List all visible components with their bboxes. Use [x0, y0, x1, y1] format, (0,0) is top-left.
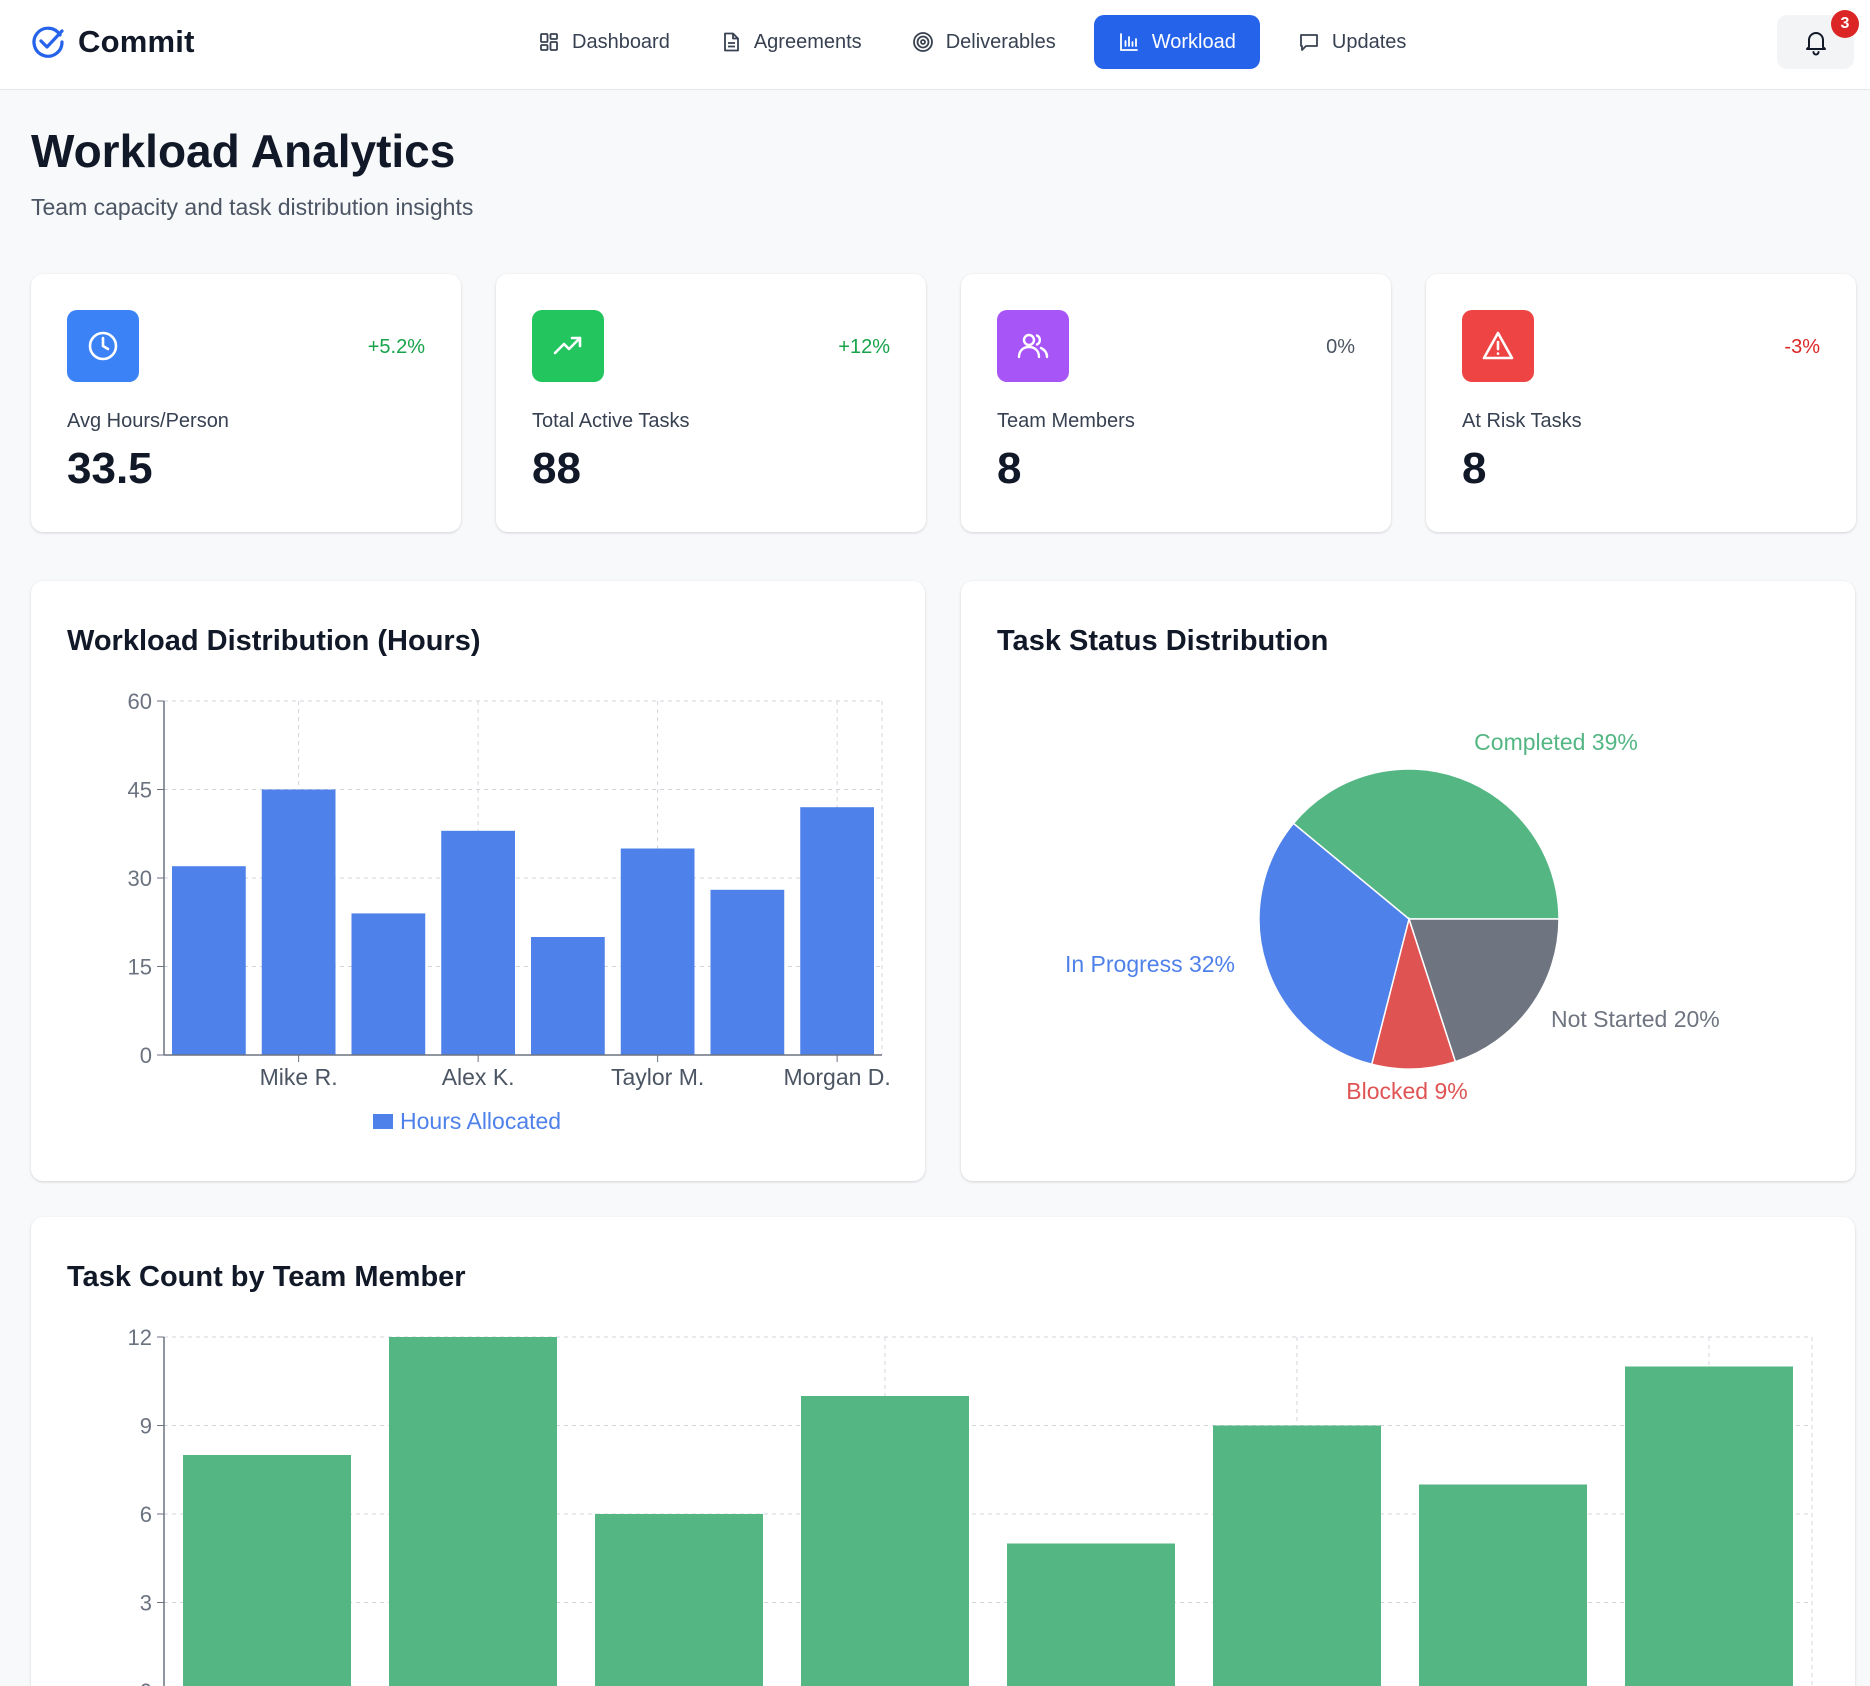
page-subtitle: Team capacity and task distribution insi…	[31, 194, 474, 220]
stat-change: -3%	[1784, 336, 1820, 358]
bar	[1007, 1543, 1175, 1686]
bar	[261, 789, 336, 1055]
task-count-card: Task Count by Team Member 0 3 6 9 12	[31, 1217, 1855, 1686]
notification-count-badge: 3	[1831, 10, 1859, 38]
chart-title: Task Status Distribution	[997, 625, 1329, 657]
y-tick-label: 15	[128, 955, 152, 980]
target-icon	[912, 32, 933, 52]
stat-icon-box	[532, 310, 604, 382]
stat-change: +5.2%	[367, 336, 425, 358]
y-tick-label: 9	[140, 1414, 152, 1439]
task-count-bar-chart: 0 3 6 9 12	[128, 1325, 1813, 1686]
legend-label: Hours Allocated	[400, 1108, 561, 1134]
message-icon	[1299, 34, 1318, 51]
y-tick-label: 3	[140, 1591, 152, 1616]
x-tick-label: Morgan D.	[783, 1064, 890, 1090]
document-icon	[723, 32, 739, 52]
alert-triangle-icon	[1482, 331, 1514, 360]
nav-label: Dashboard	[572, 30, 670, 53]
y-tick-label: 60	[128, 689, 152, 714]
bar	[1213, 1425, 1381, 1686]
chart-title: Workload Distribution (Hours)	[67, 625, 481, 657]
bar	[351, 913, 426, 1055]
chart-title: Task Count by Team Member	[67, 1261, 466, 1293]
pie-slice	[1258, 822, 1410, 1066]
stat-card-active-tasks: +12% Total Active Tasks 88	[496, 274, 926, 532]
stat-icon-box	[997, 310, 1069, 382]
bar	[531, 937, 605, 1055]
y-tick-label: 0	[140, 1679, 152, 1686]
bar	[1419, 1484, 1587, 1686]
stat-value: 33.5	[67, 444, 153, 493]
task-status-card: Task Status Distribution Completed 39% No…	[961, 581, 1855, 1181]
pie-slice	[1407, 918, 1560, 1063]
stat-value: 88	[532, 444, 581, 493]
bar	[801, 1396, 969, 1686]
pie-slice	[1370, 916, 1457, 1070]
bar	[620, 848, 695, 1055]
y-tick-label: 45	[128, 778, 152, 803]
stat-value: 8	[997, 444, 1022, 493]
x-tick-label: Taylor M.	[611, 1064, 704, 1090]
workload-bar-chart: 0 15 30 45 60 Mike R. Alex K. Taylor M. Morgan D…	[128, 689, 891, 1134]
stat-label: Team Members	[997, 410, 1135, 432]
users-icon	[1017, 333, 1049, 359]
clock-icon	[88, 331, 118, 361]
x-tick-label: Mike R.	[260, 1064, 338, 1090]
stat-label: Avg Hours/Person	[67, 410, 229, 432]
y-tick-label: 6	[140, 1502, 152, 1527]
bell-icon	[1805, 32, 1826, 56]
page-title: Workload Analytics	[31, 125, 456, 177]
stat-change: 0%	[1326, 336, 1355, 358]
legend-swatch	[373, 1114, 393, 1129]
slice-label: In Progress 32%	[1065, 951, 1235, 977]
main-nav: Dashboard Agreements Deliverables Worklo…	[526, 15, 1418, 69]
nav-label: Agreements	[753, 30, 862, 53]
bar	[389, 1337, 557, 1686]
nav-workload[interactable]: Workload	[1093, 15, 1260, 69]
y-tick-label: 30	[128, 866, 152, 891]
app-name: Commit	[78, 24, 195, 59]
nav-label: Workload	[1151, 30, 1236, 53]
dashboard-icon	[540, 33, 558, 51]
nav-deliverables[interactable]: Deliverables	[900, 15, 1068, 69]
bar	[441, 830, 515, 1055]
bar	[1625, 1366, 1793, 1686]
stat-label: At Risk Tasks	[1462, 410, 1582, 432]
slice-label: Not Started 20%	[1551, 1006, 1720, 1032]
bar	[710, 889, 785, 1055]
nav-label: Deliverables	[945, 30, 1056, 53]
top-navigation-bar: Commit Dashboard Agreements Deliverables	[0, 0, 1870, 90]
bar-chart-icon	[1119, 33, 1138, 51]
slice-label: Blocked 9%	[1346, 1078, 1467, 1104]
stat-card-at-risk: -3% At Risk Tasks 8	[1426, 274, 1856, 532]
bar	[183, 1455, 351, 1686]
app-logo[interactable]: Commit	[30, 24, 195, 60]
nav-dashboard[interactable]: Dashboard	[526, 15, 682, 69]
pie-slice	[1292, 768, 1560, 920]
y-tick-label: 0	[140, 1043, 152, 1068]
bar	[800, 807, 874, 1055]
bar	[595, 1514, 763, 1686]
task-status-pie-chart: Completed 39% Not Started 20% Blocked 9% In…	[1065, 729, 1720, 1104]
stat-label: Total Active Tasks	[532, 410, 690, 432]
bar	[172, 866, 246, 1055]
stat-card-avg-hours: +5.2% Avg Hours/Person 33.5	[31, 274, 461, 532]
check-circle-icon	[32, 26, 64, 58]
stat-icon-box	[1462, 310, 1534, 382]
stat-value: 8	[1462, 444, 1487, 493]
stat-change: +12%	[838, 336, 890, 358]
trending-up-icon	[553, 336, 582, 355]
stat-icon-box	[67, 310, 139, 382]
x-tick-label: Alex K.	[442, 1064, 515, 1090]
nav-label: Updates	[1331, 30, 1407, 53]
slice-label: Completed 39%	[1474, 729, 1638, 755]
nav-updates[interactable]: Updates	[1286, 15, 1419, 69]
stat-card-team-members: 0% Team Members 8	[961, 274, 1391, 532]
workload-distribution-card: Workload Distribution (Hours) 0 15 30 45 60 M…	[31, 581, 925, 1181]
nav-agreements[interactable]: Agreements	[708, 15, 874, 69]
y-tick-label: 12	[128, 1325, 152, 1350]
